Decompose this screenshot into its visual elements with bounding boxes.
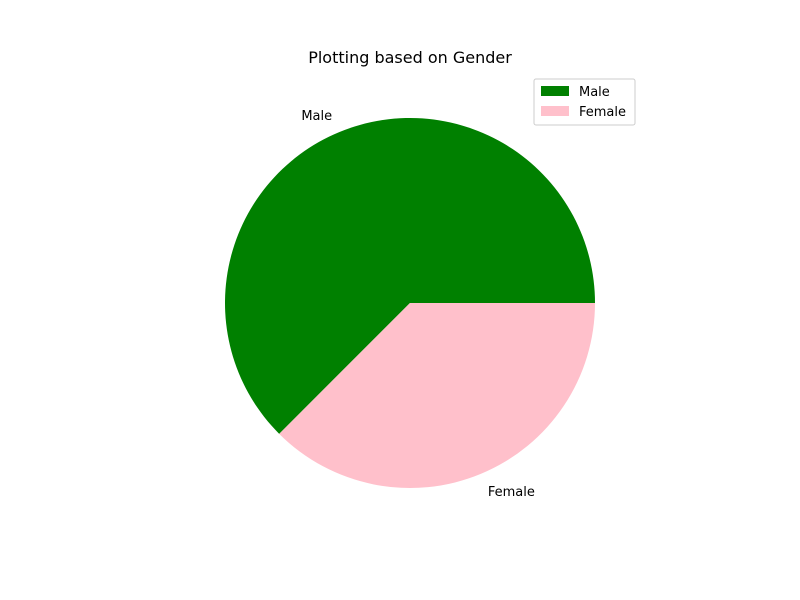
- chart-title: Plotting based on Gender: [308, 48, 512, 67]
- slice-label-male: Male: [301, 109, 332, 124]
- pie-slice-labels: Male Female: [301, 109, 535, 500]
- legend-swatch-female: [541, 106, 569, 116]
- pie-slice-male: [224, 118, 595, 434]
- pie-slice-female: [279, 303, 595, 488]
- pie-slices: [224, 118, 595, 488]
- slice-label-female: Female: [488, 485, 535, 500]
- legend-label-female: Female: [579, 105, 626, 120]
- legend-swatch-male: [541, 86, 569, 96]
- legend: Male Female: [533, 78, 636, 126]
- legend-label-male: Male: [579, 85, 610, 100]
